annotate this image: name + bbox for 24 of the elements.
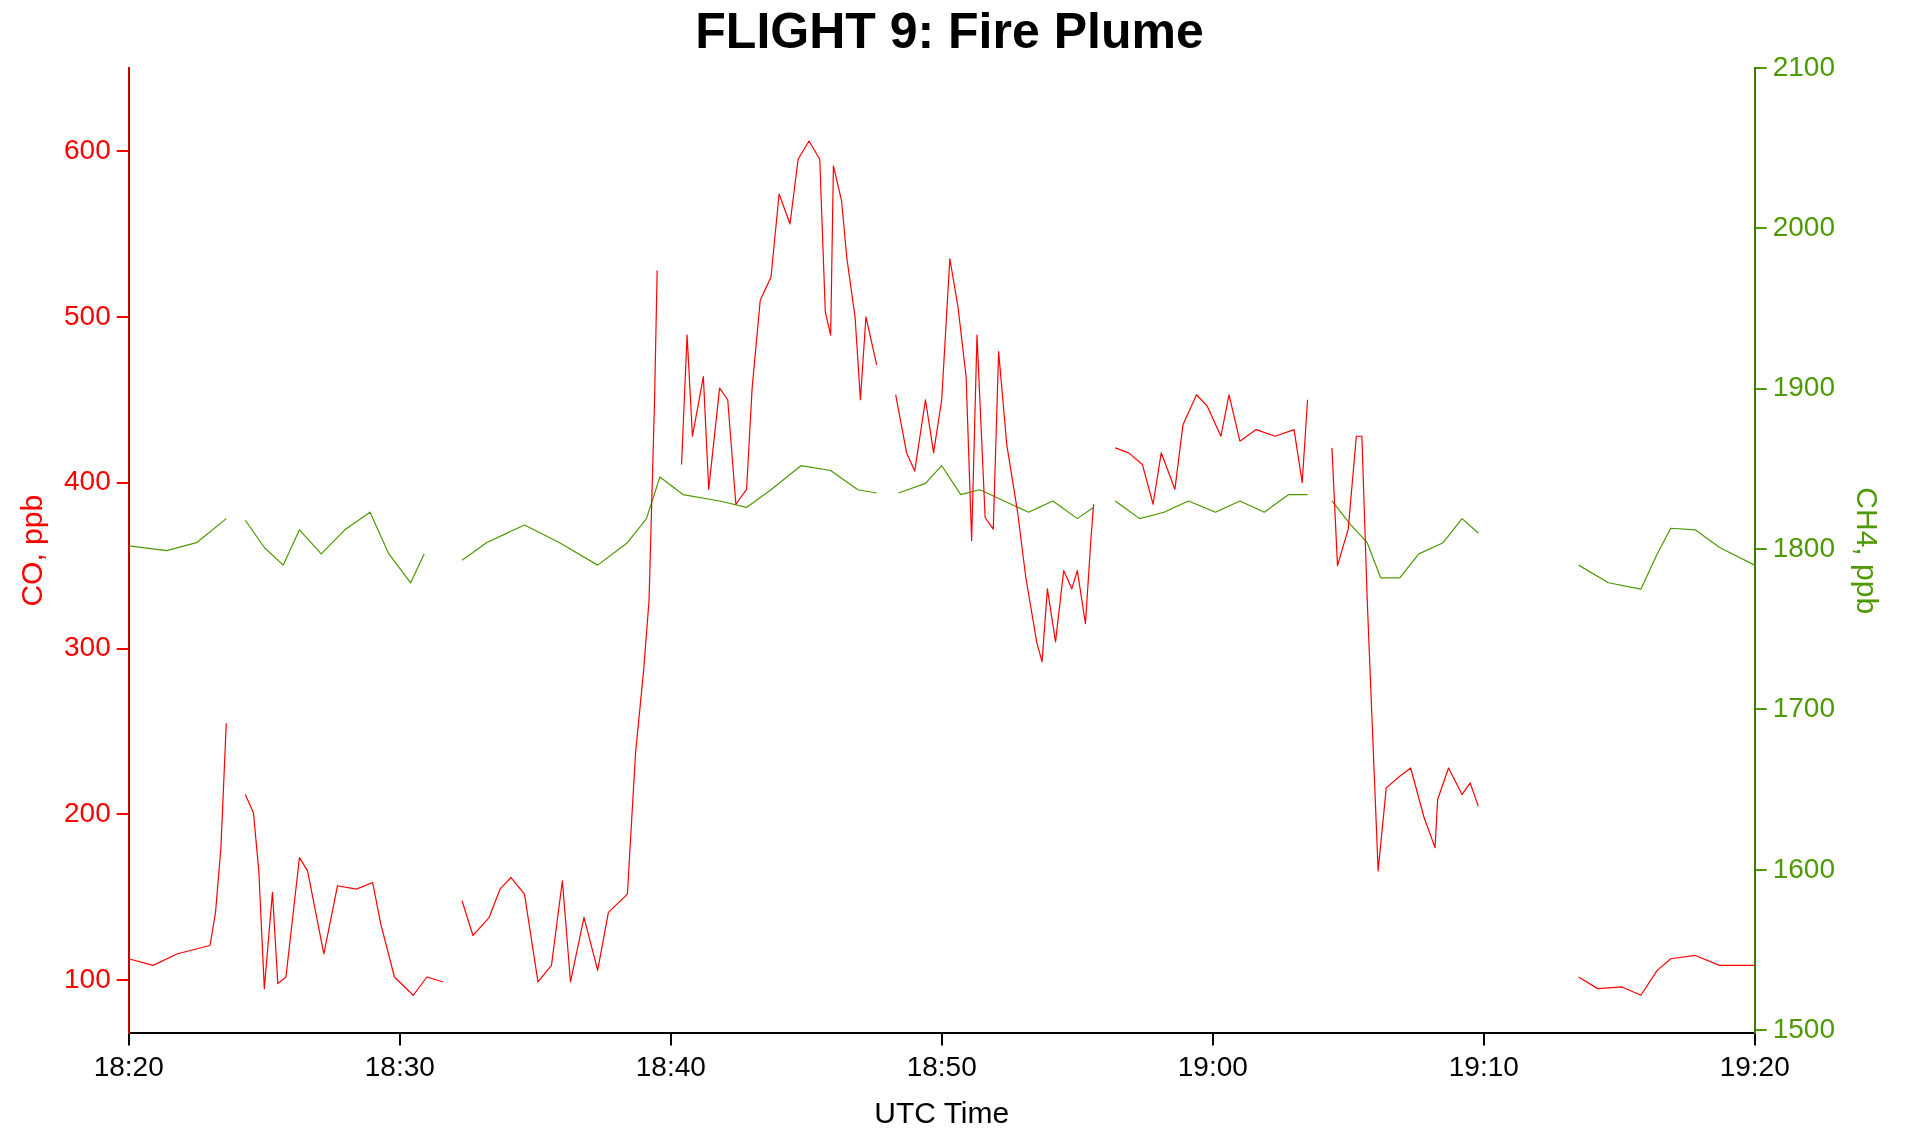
x-tick-label: 19:20 [1719, 1050, 1790, 1082]
x-tick-label: 19:00 [1177, 1050, 1248, 1082]
x-tick-label: 19:10 [1448, 1050, 1519, 1082]
y2-tick-label: 2100 [1772, 50, 1836, 82]
y-tick-label: 600 [64, 133, 111, 165]
y2-tick-label: 1900 [1772, 371, 1836, 403]
x-tick-label: 18:20 [93, 1050, 164, 1082]
y-tick-label: 500 [64, 299, 111, 331]
y-tick-label: 300 [64, 631, 111, 663]
y2-tick-label: 1700 [1772, 692, 1836, 724]
x-tick-label: 18:50 [906, 1050, 977, 1082]
chart-title: FLIGHT 9: Fire Plume [695, 2, 1204, 59]
x-tick-label: 18:30 [364, 1050, 435, 1082]
y-tick-label: 100 [64, 963, 111, 995]
y2-tick-label: 2000 [1772, 211, 1836, 243]
y2-tick-label: 1800 [1772, 531, 1836, 563]
y-tick-label: 400 [64, 465, 111, 497]
x-tick-label: 18:40 [635, 1050, 706, 1082]
y-tick-label: 200 [64, 797, 111, 829]
y2-tick-label: 1500 [1772, 1012, 1836, 1044]
y-axis-title: CO, ppb [15, 494, 49, 607]
y2-tick-label: 1600 [1772, 852, 1836, 884]
y2-axis-title: CH4, ppb [1850, 487, 1884, 615]
x-axis-title: UTC Time [874, 1096, 1010, 1130]
